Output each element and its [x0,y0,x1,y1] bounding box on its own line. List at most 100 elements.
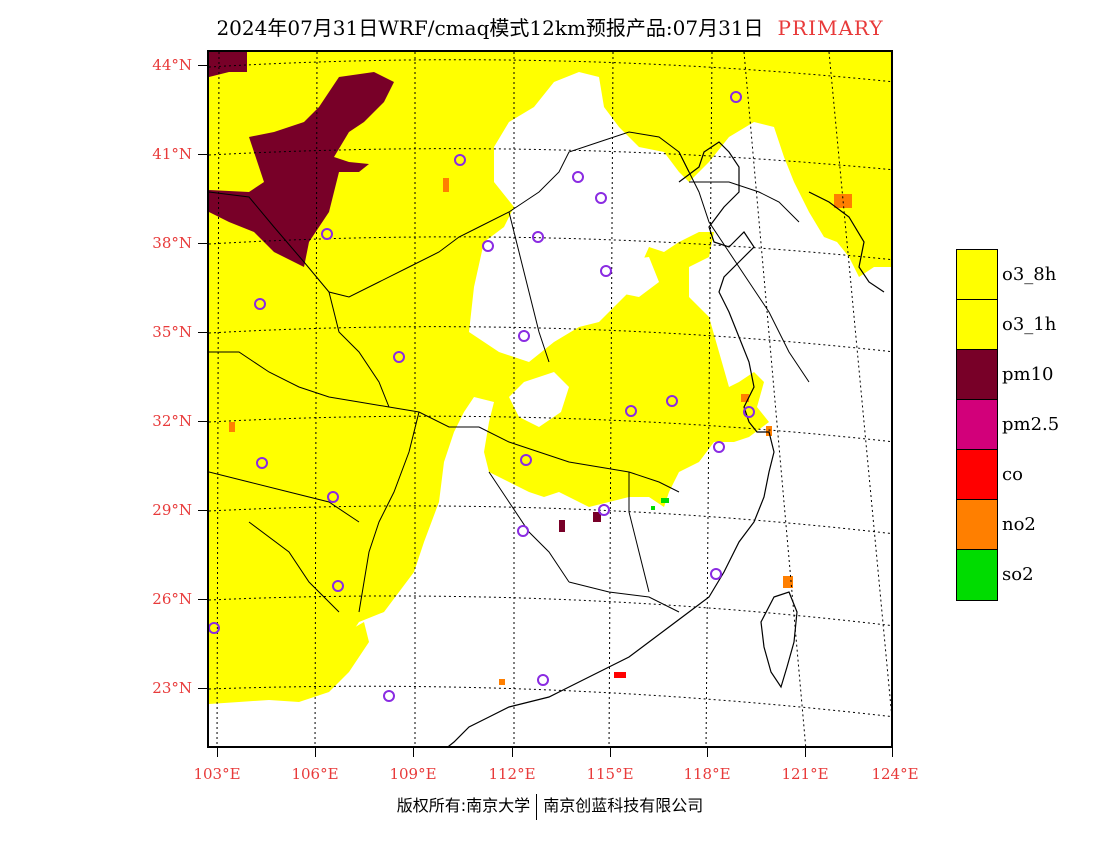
station-marker [600,265,612,277]
lon-label-118: 118°E [683,765,731,783]
copyright-right: 南京创蓝科技有限公司 [543,796,704,815]
footer-separator [536,793,538,820]
clean-area [509,372,569,427]
station-marker [517,525,529,537]
lat-label-26: 26°N [152,590,192,608]
o3-field-region [209,52,891,694]
lon-tick [512,748,513,757]
lat-label-35: 35°N [152,323,192,341]
legend-label-no2: no2 [1002,514,1036,535]
station-marker [321,228,333,240]
korea-outline [808,191,885,293]
lon-label-115: 115°E [586,765,634,783]
legend-swatch-co [957,450,997,500]
station-marker [730,91,742,103]
taiwan-outline [760,591,798,689]
lon-label-103: 103°E [193,765,241,783]
lat-label-41: 41°N [152,145,192,163]
no2-patch-6 [229,422,235,432]
lon-tick [413,748,414,757]
legend-label-co: co [1002,464,1023,485]
copyright-footer: 版权所有:南京大学 南京创蓝科技有限公司 [0,792,1100,820]
map-title: 2024年07月31日WRF/cmaq模式12km预报产品:07月31日 PRIM… [0,12,1100,41]
lat-tick [198,154,207,155]
station-marker [518,330,530,342]
legend-swatch-pm25 [957,400,997,450]
no2-patch-4 [766,426,772,436]
so2-patch-2 [651,506,655,510]
station-marker [256,457,268,469]
station-marker [454,154,466,166]
no2-patch-7 [499,679,505,685]
station-marker [710,568,722,580]
latitude-lines [209,59,891,718]
legend-swatch-so2 [957,550,997,600]
station-marker [209,622,220,634]
lat-label-38: 38°N [152,234,192,252]
station-marker [393,351,405,363]
pm10-region [209,52,394,267]
station-marker [713,441,725,453]
no2-patch-5 [443,178,449,192]
lat-tick [198,65,207,66]
station-marker [482,240,494,252]
lat-tick [198,243,207,244]
so2-patch-1 [661,498,669,503]
station-marker [537,674,549,686]
station-markers [209,91,755,702]
copyright-left: 版权所有:南京大学 [396,796,531,815]
pollutant-legend [956,249,998,601]
clean-area-2 [609,257,659,297]
pm10-patch-2 [593,512,601,522]
lat-tick [198,688,207,689]
province-boundaries [209,131,810,613]
coastline [448,141,775,746]
legend-label-so2: so2 [1002,564,1034,585]
legend-swatch-o3-1h [957,300,997,350]
o3-field-south [209,622,369,704]
lon-tick [217,748,218,757]
lat-label-29: 29°N [152,501,192,519]
lon-tick [707,748,708,757]
station-marker [383,690,395,702]
legend-label-o3-1h: o3_1h [1002,314,1057,335]
lon-tick [315,748,316,757]
station-marker [572,171,584,183]
lon-label-121: 121°E [781,765,829,783]
station-marker [532,231,544,243]
legend-label-pm25: pm2.5 [1002,414,1060,435]
lat-label-23: 23°N [152,679,192,697]
no2-patch-1 [834,194,852,208]
pm10-patch-1 [559,520,565,532]
legend-swatch-pm10 [957,350,997,400]
map-canvas [209,52,891,746]
legend-swatch-o3-8h [957,250,997,300]
lat-tick [198,510,207,511]
no2-patch-3 [741,394,749,402]
longitude-lines [216,52,891,746]
legend-label-o3-8h: o3_8h [1002,264,1057,285]
legend-label-pm10: pm10 [1002,364,1054,385]
station-marker [666,395,678,407]
station-marker [520,454,532,466]
lat-tick [198,599,207,600]
station-marker [327,491,339,503]
station-marker [598,504,610,516]
no2-patch-2 [783,576,793,588]
lon-tick [892,748,893,757]
station-marker [625,405,637,417]
lon-label-124: 124°E [871,765,919,783]
legend-swatch-no2 [957,500,997,550]
lon-tick [610,748,611,757]
o3-field-east [809,52,891,201]
title-text: 2024年07月31日WRF/cmaq模式12km预报产品:07月31日 [216,16,764,40]
primary-tag: PRIMARY [777,16,884,40]
lon-label-112: 112°E [488,765,536,783]
lat-label-44: 44°N [152,56,192,74]
lat-label-32: 32°N [152,412,192,430]
station-marker [332,580,344,592]
station-marker [743,406,755,418]
lat-tick [198,332,207,333]
lat-tick [198,421,207,422]
station-marker [254,298,266,310]
